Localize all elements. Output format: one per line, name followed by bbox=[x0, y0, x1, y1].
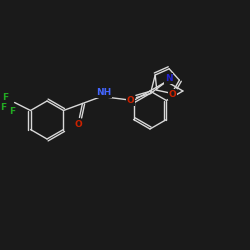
Text: F: F bbox=[0, 103, 6, 112]
Text: F: F bbox=[2, 93, 8, 102]
Text: N: N bbox=[165, 74, 172, 83]
Text: NH: NH bbox=[96, 88, 111, 97]
Text: O: O bbox=[74, 120, 82, 129]
Text: O: O bbox=[169, 90, 176, 99]
Text: O: O bbox=[126, 96, 134, 105]
Text: F: F bbox=[10, 107, 16, 116]
